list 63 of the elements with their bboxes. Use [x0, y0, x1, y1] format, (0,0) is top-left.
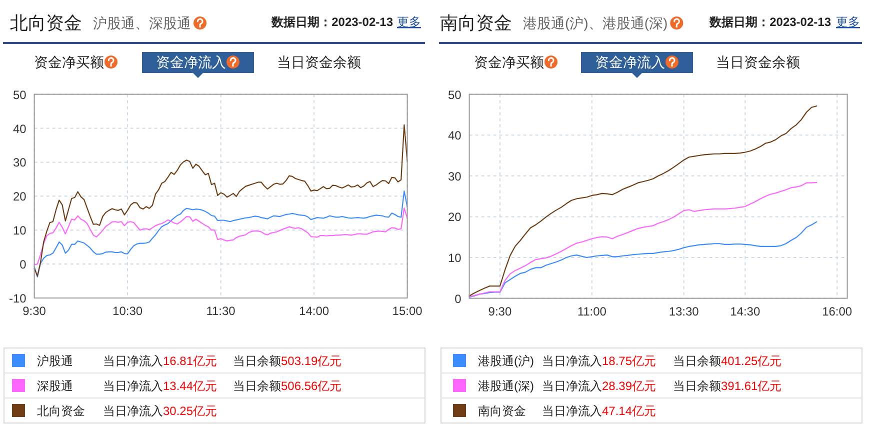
legend-value: 401.25亿元: [721, 354, 782, 368]
subtitle: 港股通(沪)、港股通(深): [523, 15, 668, 31]
legend-value: 391.61亿元: [721, 379, 782, 393]
legend-value: 506.56亿元: [281, 379, 342, 393]
xtick: 9:30: [22, 304, 46, 318]
legend-text: 当日净流入: [542, 379, 602, 393]
legend-text: 当日净流入: [542, 354, 602, 368]
legend-value: 16.81亿元: [163, 354, 218, 368]
legend-text: 当日净流入: [103, 379, 163, 393]
xtick: 10:30: [112, 304, 143, 318]
legend-label: 沪股通: [37, 354, 73, 368]
xtick: 13:30: [668, 304, 699, 318]
ytick: 40: [448, 128, 462, 143]
ytick: 20: [12, 190, 26, 204]
ytick: 0: [454, 292, 462, 306]
date: 数据日期：2023-02-13: [272, 15, 393, 29]
legend-value: 13.44亿元: [163, 379, 218, 393]
ytick: 10: [448, 251, 462, 265]
tab-label: 资金净流入: [156, 54, 226, 70]
tab-label: 资金净买额: [34, 54, 104, 70]
xtick: 14:00: [299, 304, 330, 318]
link: 更多: [397, 15, 421, 29]
xtick: 9:30: [488, 304, 512, 318]
legend-label: 北向资金: [37, 404, 85, 418]
legend-text: 当日净流入: [103, 404, 163, 418]
legend-value: 30.25亿元: [163, 404, 218, 418]
legend-value: 503.19亿元: [281, 354, 342, 368]
legend-label: 港股通(深): [478, 379, 534, 393]
ytick: 30: [448, 169, 462, 184]
date: 数据日期：2023-02-13: [710, 15, 831, 29]
legend-text: 当日余额: [233, 379, 281, 393]
legend-text: 当日余额: [673, 379, 721, 393]
tab-label: 资金净流入: [595, 54, 665, 70]
xtick: 11:30: [206, 304, 236, 318]
ytick: 30: [12, 156, 26, 170]
xtick: 11:00: [577, 304, 606, 318]
xtick: 15:00: [392, 304, 422, 318]
title: 南向资金: [440, 13, 512, 33]
tab-label: 资金净买额: [474, 54, 544, 70]
ytick: 40: [12, 122, 26, 136]
legend-label: 南向资金: [478, 404, 526, 418]
legend-value: 47.14亿元: [602, 404, 656, 418]
legend-text: 当日净流入: [103, 354, 163, 368]
link: 更多: [836, 15, 860, 29]
legend-text: 当日净流入: [542, 404, 602, 418]
ytick: 50: [448, 88, 462, 102]
ytick: 20: [448, 210, 462, 224]
legend-value: 28.39亿元: [602, 379, 656, 393]
title: 北向资金: [10, 13, 82, 33]
legend-text: 当日余额: [673, 354, 721, 368]
xtick: 14:30: [730, 304, 760, 318]
legend-text: 当日余额: [233, 354, 281, 368]
legend-value: 18.75亿元: [602, 354, 656, 368]
ytick: 10: [12, 224, 26, 238]
legend-label: 港股通(沪): [478, 354, 534, 368]
ytick: 0: [20, 258, 26, 272]
tab-label: 当日资金余额: [277, 54, 361, 70]
ytick: -10: [8, 292, 26, 306]
ytick: 50: [12, 88, 26, 102]
legend-label: 深股通: [37, 379, 73, 393]
subtitle: 沪股通、深股通: [93, 15, 191, 31]
xtick: 16:00: [822, 304, 852, 318]
tab-label: 当日资金余额: [716, 54, 800, 70]
